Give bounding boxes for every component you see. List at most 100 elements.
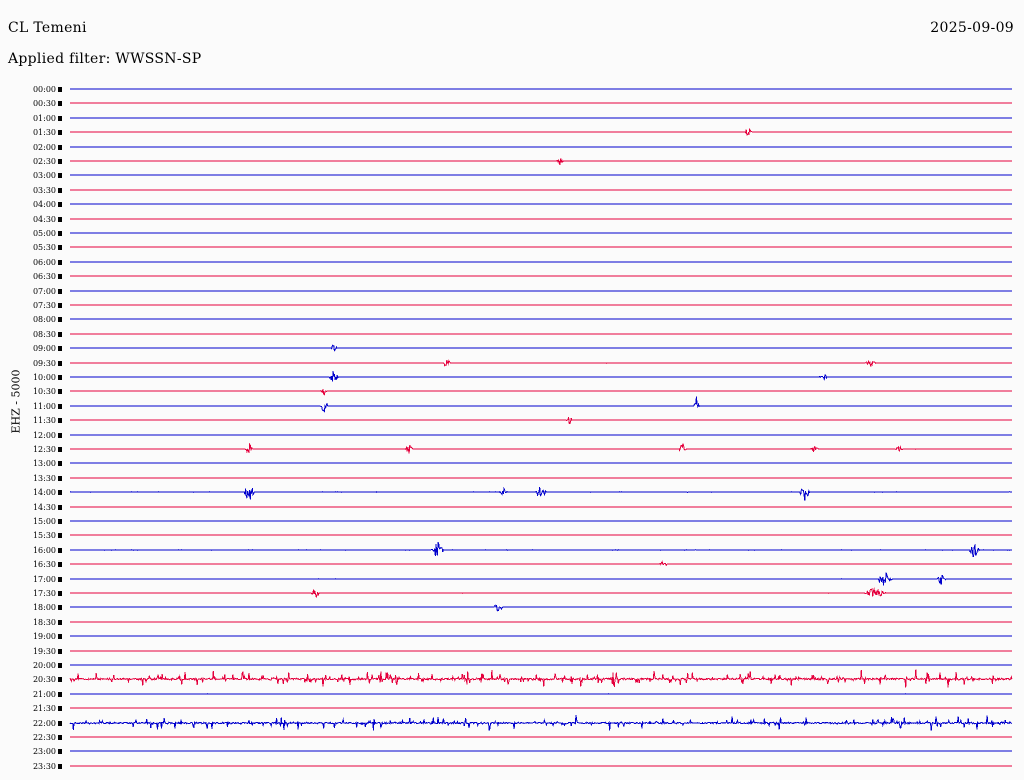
- seismic-trace: [69, 251, 1013, 273]
- seismic-trace: [69, 236, 1013, 258]
- trace-time-label: 13:00: [32, 459, 56, 469]
- trace-row: 21:30: [0, 705, 1024, 719]
- trace-time-label: 17:30: [32, 589, 56, 598]
- trace-row: 18:00: [0, 604, 1024, 618]
- page-title: CL Temeni: [8, 20, 87, 36]
- seismic-trace: [69, 668, 1013, 690]
- seismic-trace: [69, 395, 1013, 417]
- seismic-trace: [69, 640, 1013, 662]
- seismic-trace: [69, 740, 1013, 762]
- seismic-trace: [69, 409, 1013, 431]
- trace-row: 02:00: [0, 142, 1024, 158]
- axis-tick: [58, 173, 62, 179]
- trace-row: 22:00: [0, 714, 1024, 734]
- seismic-trace: [69, 150, 1013, 172]
- seismic-trace: [69, 107, 1013, 129]
- trace-time-label: 19:30: [32, 646, 56, 656]
- trace-row: 13:00: [0, 460, 1024, 474]
- axis-tick: [58, 432, 62, 438]
- axis-tick: [58, 720, 62, 726]
- trace-row: 16:00: [0, 541, 1024, 561]
- trace-row: 08:30: [0, 329, 1024, 345]
- trace-time-label: 19:00: [32, 632, 56, 642]
- axis-tick: [58, 288, 62, 294]
- trace-row: 17:00: [0, 572, 1024, 590]
- trace-row: 07:00: [0, 287, 1024, 302]
- seismic-trace: [69, 697, 1013, 719]
- seismic-trace: [69, 121, 1013, 143]
- trace-time-label: 03:00: [32, 171, 56, 181]
- seismic-trace: [69, 193, 1013, 215]
- trace-row: 07:30: [0, 302, 1024, 316]
- axis-tick: [58, 245, 62, 251]
- trace-row: 11:00: [0, 396, 1024, 417]
- trace-time-label: 08:00: [32, 315, 56, 325]
- seismic-trace: [69, 625, 1013, 647]
- trace-time-label: 08:30: [32, 329, 56, 339]
- seismic-trace: [69, 683, 1013, 705]
- trace-row: 15:30: [0, 532, 1024, 546]
- seismic-trace: [69, 380, 1013, 402]
- trace-row: 18:30: [0, 617, 1024, 633]
- seismic-trace: [69, 92, 1013, 114]
- trace-time-label: 10:30: [32, 387, 56, 397]
- axis-tick: [58, 533, 62, 539]
- trace-time-label: 20:00: [32, 661, 56, 670]
- axis-tick: [58, 634, 62, 640]
- axis-tick: [58, 691, 62, 697]
- axis-tick: [58, 331, 62, 337]
- trace-row: 20:00: [0, 662, 1024, 676]
- trace-time-label: 04:30: [32, 214, 56, 224]
- trace-row: 00:30: [0, 100, 1024, 114]
- axis-tick: [58, 547, 62, 553]
- trace-row: 12:00: [0, 431, 1024, 446]
- trace-row: 03:30: [0, 186, 1024, 201]
- trace-row: 14:30: [0, 503, 1024, 518]
- trace-time-label: 23:30: [32, 761, 56, 771]
- trace-time-label: 15:30: [32, 531, 56, 541]
- seismic-trace: [69, 510, 1013, 532]
- seismic-trace: [69, 654, 1013, 676]
- axis-tick: [58, 274, 62, 280]
- trace-row: 10:30: [0, 388, 1024, 402]
- trace-time-label: 02:00: [32, 142, 56, 152]
- seismic-trace: [69, 481, 1013, 503]
- axis-tick: [58, 706, 62, 712]
- seismic-trace: [69, 280, 1013, 302]
- trace-row: 01:00: [0, 114, 1024, 129]
- trace-time-label: 06:30: [32, 272, 56, 282]
- trace-row: 23:00: [0, 748, 1024, 762]
- trace-time-label: 17:00: [32, 574, 56, 584]
- applied-filter-label: Applied filter: WWSSN-SP: [8, 51, 202, 67]
- trace-time-label: 18:30: [32, 617, 56, 627]
- seismic-trace: [69, 452, 1013, 474]
- trace-time-label: 05:00: [32, 229, 56, 238]
- trace-time-label: 16:00: [32, 545, 56, 555]
- trace-time-label: 22:30: [32, 733, 56, 742]
- trace-row: 02:30: [0, 158, 1024, 172]
- trace-row: 10:00: [0, 370, 1024, 388]
- axis-tick: [58, 504, 62, 510]
- trace-time-label: 05:30: [32, 243, 56, 253]
- trace-time-label: 11:00: [32, 401, 56, 411]
- trace-row: 19:00: [0, 633, 1024, 647]
- trace-time-label: 21:30: [32, 704, 56, 714]
- axis-tick: [58, 475, 62, 481]
- axis-tick: [58, 231, 62, 236]
- trace-time-label: 15:00: [32, 517, 56, 526]
- axis-tick: [58, 490, 62, 496]
- trace-time-label: 09:00: [32, 344, 56, 354]
- trace-time-label: 11:30: [32, 416, 56, 426]
- trace-time-label: 01:30: [32, 128, 56, 138]
- trace-time-label: 21:00: [32, 689, 56, 699]
- axis-tick: [58, 418, 62, 424]
- seismic-trace: [69, 726, 1013, 748]
- seismic-trace: [69, 164, 1013, 186]
- axis-tick: [58, 605, 62, 611]
- seismic-trace: [69, 755, 1013, 777]
- trace-time-label: 06:00: [32, 257, 56, 267]
- axis-tick: [58, 216, 62, 222]
- trace-time-label: 00:30: [32, 99, 56, 109]
- trace-row: 16:30: [0, 560, 1024, 575]
- trace-time-label: 02:30: [32, 157, 56, 166]
